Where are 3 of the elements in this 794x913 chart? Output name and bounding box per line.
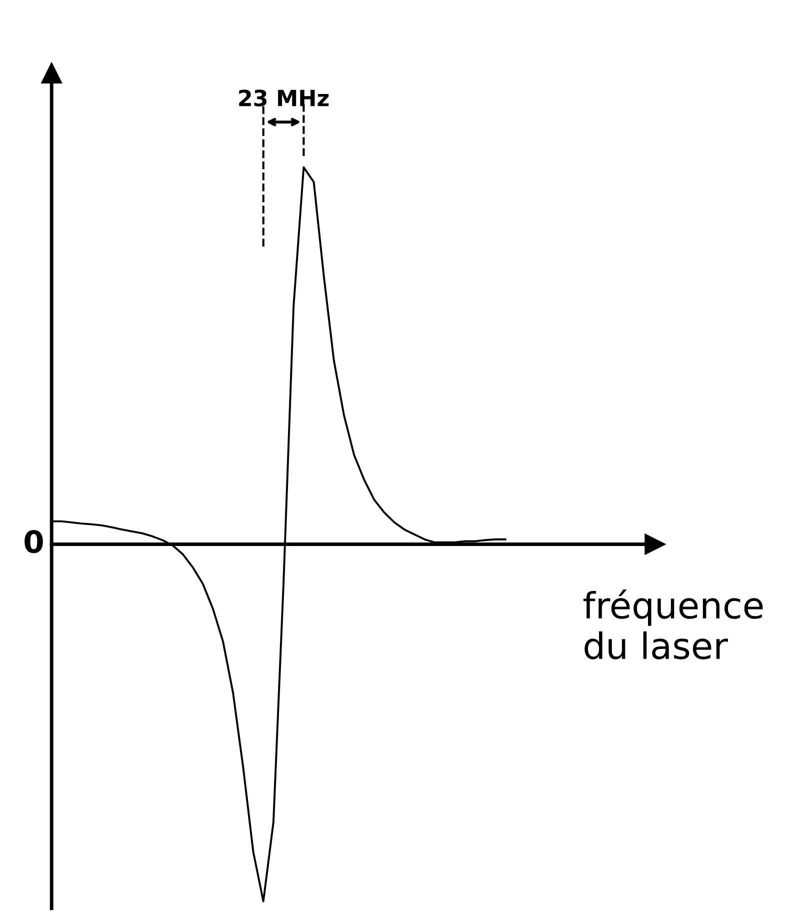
text: 0 [24, 530, 43, 554]
text: 23 MHz [239, 90, 329, 106]
x-axis-title: fréquence du laser [583, 590, 763, 660]
